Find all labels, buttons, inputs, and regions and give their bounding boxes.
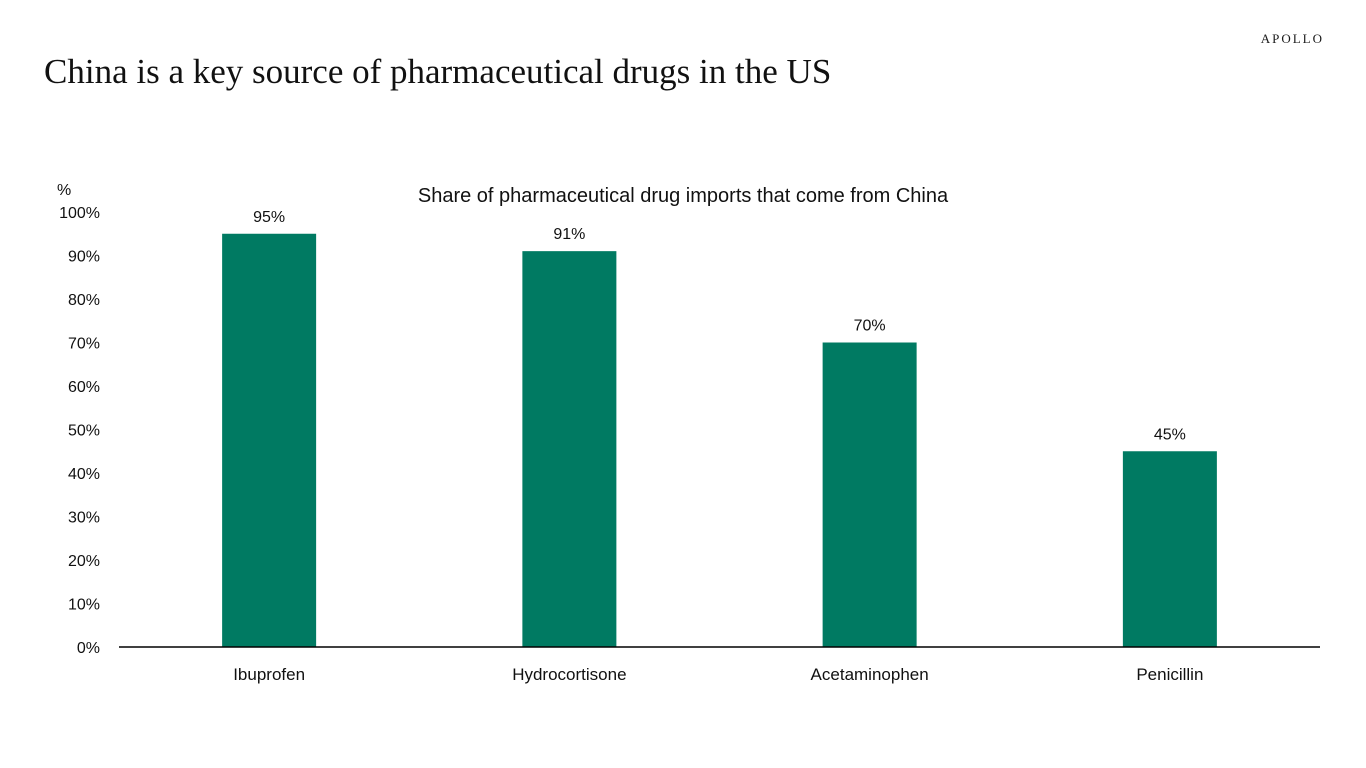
bar-series (222, 233, 1217, 647)
page-title: China is a key source of pharmaceutical … (44, 52, 832, 91)
y-tick-label: 60% (68, 379, 100, 396)
bar-ibuprofen (222, 233, 317, 647)
y-tick-label: 70% (68, 336, 100, 353)
brand-logo: APOLLO (1260, 31, 1324, 46)
y-tick-label: 100% (59, 205, 100, 222)
bar-hydrocortisone (522, 251, 617, 647)
y-tick-label: 10% (68, 597, 100, 614)
chart-title: Share of pharmaceutical drug imports tha… (418, 185, 949, 207)
bar-penicillin (1122, 451, 1217, 647)
y-tick-label: 40% (68, 466, 100, 483)
y-tick-label: 0% (77, 640, 100, 657)
x-tick-label: Hydrocortisone (512, 665, 626, 684)
y-tick-label: 50% (68, 423, 100, 440)
y-tick-label: 80% (68, 292, 100, 309)
data-labels: 95% 91% 70% 45% (253, 209, 1186, 444)
y-tick-label: 90% (68, 249, 100, 266)
data-label: 91% (553, 226, 585, 243)
y-axis: 0% 10% 20% 30% 40% 50% 60% 70% 80% 90% 100% (59, 205, 100, 657)
data-label: 95% (253, 209, 285, 226)
x-axis: Ibuprofen Hydrocortisone Acetaminophen Peni… (233, 665, 1203, 684)
y-tick-label: 30% (68, 510, 100, 527)
y-axis-unit-label: % (57, 182, 71, 199)
x-tick-label: Acetaminophen (811, 665, 929, 684)
data-label: 70% (854, 318, 886, 335)
bar-acetaminophen (822, 342, 917, 647)
data-label: 45% (1154, 426, 1186, 443)
y-tick-label: 20% (68, 553, 100, 570)
x-tick-label: Penicillin (1136, 665, 1203, 684)
x-tick-label: Ibuprofen (233, 665, 305, 684)
